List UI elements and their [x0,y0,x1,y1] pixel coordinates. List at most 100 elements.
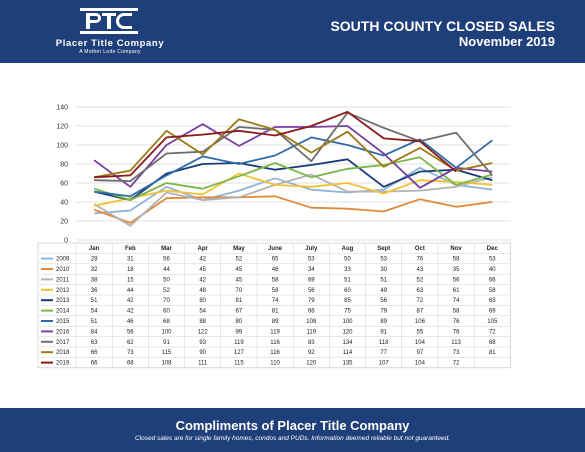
data-label: 92 [308,350,315,356]
y-tick-label: 40 [60,200,68,207]
data-label: 116 [270,340,280,346]
data-label: 119 [234,340,244,346]
data-label: 54 [199,309,206,315]
data-label: 36 [91,288,98,294]
data-label: 66 [91,361,98,367]
data-label: 85 [344,298,351,304]
footer-banner: Compliments of Placer Title Company Clos… [0,408,585,452]
data-label: 58 [489,288,496,294]
ptc-logo-icon [80,8,138,34]
data-label: 113 [451,340,461,346]
data-label: 79 [308,298,315,304]
legend-year-2016: 2016 [56,329,70,335]
data-label: 42 [127,309,134,315]
footer-disclaimer: Closed sales are for single family homes… [134,435,451,442]
series-line-2010 [93,195,493,224]
report-period: November 2019 [458,34,555,49]
data-label: 77 [380,350,387,356]
data-label: 89 [272,319,279,325]
y-tick-label: 80 [60,162,68,169]
month-label: Dec [487,246,499,252]
data-label: 49 [380,288,387,294]
data-label: 56 [163,257,170,263]
series-line-2017 [94,111,493,182]
data-label: 52 [163,288,170,294]
series-line-2014 [93,156,493,201]
data-label: 87 [417,309,424,315]
series-line-2016 [93,123,493,189]
data-label: 58 [453,257,460,263]
data-label: 56 [380,298,387,304]
data-label: 55 [417,329,424,335]
legend-year-2015: 2015 [56,319,70,325]
data-label: 63 [91,340,98,346]
month-label: Oct [415,246,425,252]
data-label: 63 [489,298,496,304]
data-label: 72 [453,361,460,367]
data-label: 79 [380,309,387,315]
y-tick-label: 0 [64,238,68,245]
data-label: 74 [453,298,460,304]
data-label: 56 [308,288,315,294]
data-label: 108 [306,319,317,325]
data-label: 54 [91,309,98,315]
data-label: 44 [163,267,170,273]
data-label: 72 [489,329,496,335]
data-label: 119 [307,329,317,335]
data-label: 93 [199,340,206,346]
data-label: 90 [199,350,206,356]
data-label: 99 [236,329,243,335]
legend-year-2009: 2009 [56,257,70,263]
data-label: 40 [489,267,496,273]
data-label: 15 [127,277,134,283]
data-label: 56 [127,329,134,335]
data-label: 73 [453,350,460,356]
data-label: 135 [342,361,353,367]
data-label: 110 [270,361,280,367]
data-label: 46 [127,319,134,325]
data-label: 100 [342,319,353,325]
data-label: 120 [306,361,317,367]
data-label: 46 [272,267,279,273]
data-label: 50 [344,257,351,263]
y-tick-label: 100 [56,143,68,150]
legend-year-2013: 2013 [56,298,70,304]
data-label: 33 [344,267,351,273]
closed-sales-line-chart: 0 20 40 60 80 100 120 140 Jan Feb Mar Apr May June Jul… [37,105,511,369]
data-label: 81 [272,309,279,315]
legend-year-2010: 2010 [56,267,70,273]
data-label: 114 [343,350,353,356]
data-label: 105 [487,319,498,325]
data-label: 42 [199,257,206,263]
data-label: 43 [417,267,424,273]
y-tick-label: 60 [60,181,68,188]
month-label: Feb [125,246,136,252]
data-label: 60 [163,309,170,315]
data-label: 76 [417,257,424,263]
data-label: 44 [127,288,134,294]
data-label: 67 [236,309,243,315]
data-label: 51 [91,319,98,325]
data-label: 30 [380,267,387,273]
data-label: 84 [91,329,98,335]
data-label: 111 [198,361,208,367]
month-label: June [268,246,283,252]
legend-year-2017: 2017 [56,340,70,346]
series-line-2011 [93,173,493,227]
data-label: 34 [308,267,315,273]
data-label: 38 [91,277,98,283]
data-label: 122 [198,329,209,335]
series-line-2019 [94,110,457,179]
logo-company-name: Placer Title Company [55,38,165,49]
data-label: 58 [272,288,279,294]
month-label: Jan [89,246,100,252]
data-label: 42 [199,277,206,283]
legend-year-2012: 2012 [56,288,70,294]
data-label: 68 [127,361,134,367]
data-label: 81 [489,350,496,356]
data-label: 58 [453,309,460,315]
data-label: 58 [272,277,279,283]
data-label: 69 [308,277,315,283]
footer-title: Compliments of Placer Title Company [175,418,410,433]
data-label: 108 [161,361,172,367]
